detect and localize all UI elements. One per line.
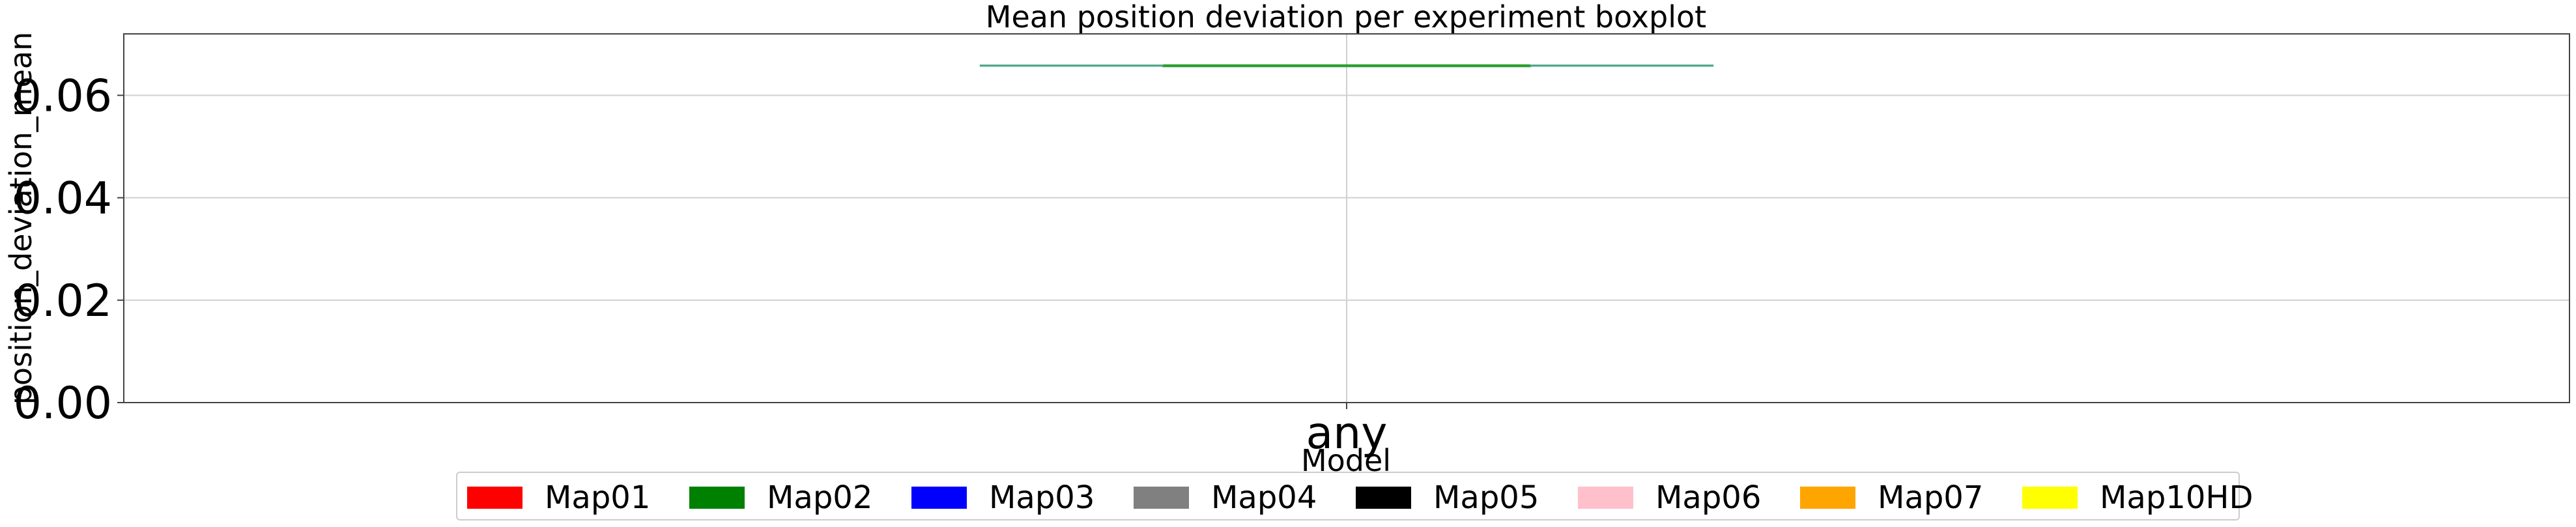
x-tick-label: any bbox=[1306, 408, 1387, 459]
chart-title: Mean position deviation per experiment b… bbox=[986, 0, 1706, 35]
legend-item-map07: Map07 bbox=[1800, 473, 1983, 522]
legend-swatch bbox=[1356, 486, 1411, 509]
legend-swatch bbox=[467, 486, 522, 509]
legend: Map01 Map02 Map03 Map04 Map05 Map06 Map07 Map10… bbox=[456, 472, 2253, 522]
y-axis-ticks: 0.00 0.02 0.04 0.06 bbox=[14, 70, 124, 429]
legend-swatch bbox=[1134, 486, 1189, 509]
legend-label: Map06 bbox=[1655, 479, 1762, 516]
legend-item-map06: Map06 bbox=[1578, 473, 1761, 522]
x-axis-ticks: any bbox=[1306, 403, 1388, 459]
legend-swatch bbox=[1578, 486, 1633, 509]
legend-label: Map01 bbox=[545, 479, 651, 516]
legend-item-map03: Map03 bbox=[911, 473, 1095, 522]
legend-item-map02: Map02 bbox=[689, 473, 872, 522]
legend-item-map10hd: Map10HD bbox=[2022, 473, 2253, 522]
y-tick-label: 0.02 bbox=[14, 276, 112, 327]
legend-label: Map10HD bbox=[2100, 479, 2254, 516]
legend-swatch bbox=[2022, 486, 2078, 509]
y-tick-label: 0.04 bbox=[14, 173, 112, 225]
legend-label: Map03 bbox=[989, 479, 1095, 516]
legend-label: Map07 bbox=[1878, 479, 1984, 516]
y-tick-label: 0.00 bbox=[14, 378, 112, 429]
grid-lines bbox=[124, 34, 2569, 403]
legend-swatch bbox=[1800, 486, 1855, 509]
legend-item-map01: Map01 bbox=[467, 473, 650, 522]
legend-item-map05: Map05 bbox=[1356, 473, 1539, 522]
legend-label: Map02 bbox=[767, 479, 873, 516]
y-tick-label: 0.06 bbox=[14, 70, 112, 122]
y-axis-label: position_deviation_mean bbox=[3, 32, 38, 405]
legend-swatch bbox=[911, 486, 967, 509]
legend-item-map04: Map04 bbox=[1134, 473, 1317, 522]
legend-swatch bbox=[689, 486, 745, 509]
legend-label: Map05 bbox=[1433, 479, 1539, 516]
legend-label: Map04 bbox=[1211, 479, 1317, 516]
